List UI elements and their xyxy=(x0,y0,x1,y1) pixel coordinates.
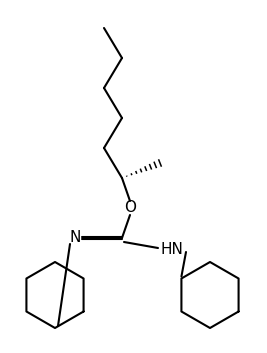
Text: O: O xyxy=(124,201,136,215)
Text: HN: HN xyxy=(160,243,183,257)
Text: N: N xyxy=(69,231,81,245)
